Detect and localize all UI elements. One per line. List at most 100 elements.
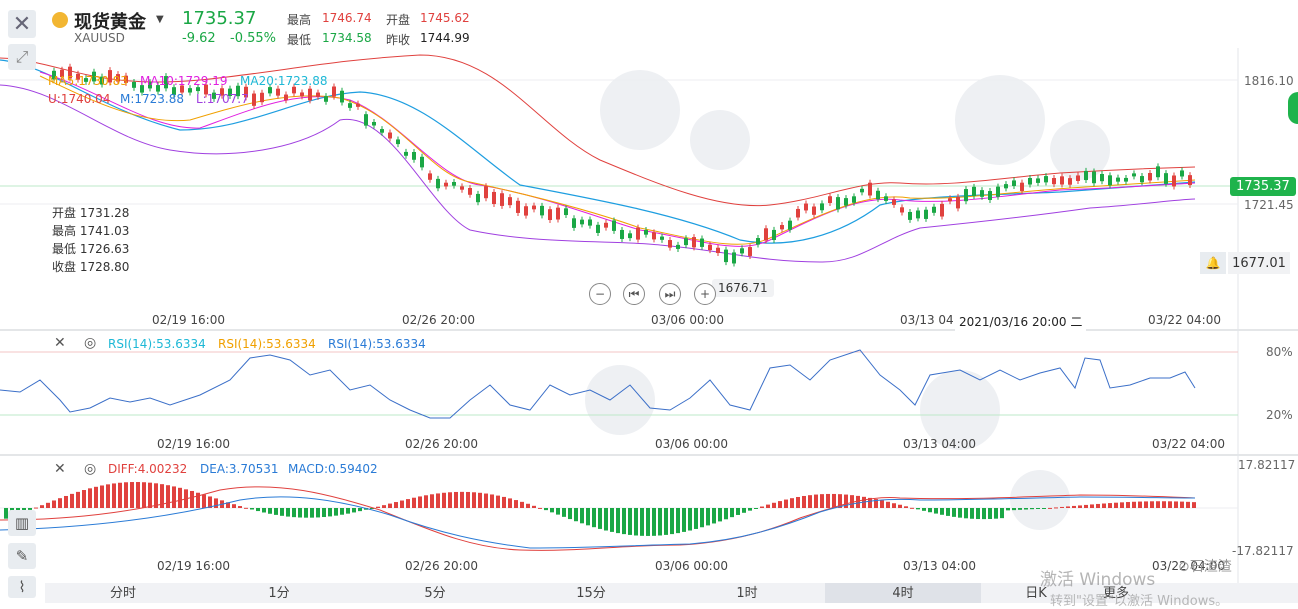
ohlc-open: 开盘 1731.28	[52, 206, 130, 220]
tab-period[interactable]: 1分	[268, 586, 290, 601]
macd-bar	[1174, 501, 1178, 508]
macd-bar	[646, 508, 650, 536]
collapse-arrows-icon[interactable]: ⤢	[8, 44, 36, 70]
macd-bar	[892, 503, 896, 508]
macd-bar	[724, 508, 728, 520]
candle	[76, 73, 80, 80]
indicator-icon[interactable]: ⌇	[8, 576, 36, 598]
rsi-x-label: 02/19 16:00	[157, 437, 230, 451]
candle	[636, 227, 640, 240]
alert-bell-icon[interactable]: 🔔	[1200, 252, 1226, 274]
candle	[164, 76, 168, 89]
macd-bar	[298, 508, 302, 518]
candle	[628, 233, 632, 239]
macd-bar	[574, 508, 578, 522]
close-icon[interactable]: ✕	[8, 10, 36, 38]
candle	[1188, 175, 1192, 186]
candle	[1180, 170, 1184, 177]
tab-period[interactable]: 5分	[424, 586, 446, 601]
tab-period-active[interactable]: 4时	[825, 583, 981, 603]
candle	[500, 193, 504, 206]
macd-bar	[868, 497, 872, 508]
tab-period[interactable]: 日K	[1025, 586, 1047, 601]
rsi-x-label: 03/13 04:00	[903, 437, 976, 451]
main-x-label: 02/19 16:00	[152, 313, 225, 327]
scroll-left-icon[interactable]: ⏮	[623, 283, 645, 305]
candle	[996, 186, 1000, 197]
macd-bar	[1090, 504, 1094, 508]
macd-bar	[730, 508, 734, 518]
pen-icon[interactable]: ✎	[8, 543, 36, 569]
candle	[868, 182, 872, 196]
candle	[212, 92, 216, 99]
candle	[420, 156, 424, 168]
macd-bar	[634, 508, 638, 536]
candle	[916, 210, 920, 219]
tab-period[interactable]: 15分	[576, 586, 606, 601]
macd-bar	[1018, 508, 1022, 510]
macd-bar	[718, 508, 722, 522]
macd-bar	[874, 499, 878, 508]
candle	[1068, 178, 1072, 185]
macd-bar	[838, 494, 842, 508]
candle	[412, 152, 416, 160]
macd-bar	[40, 505, 44, 508]
zoom-in-icon[interactable]: +	[694, 283, 716, 305]
side-handle[interactable]	[1288, 92, 1298, 124]
candle	[1132, 173, 1136, 177]
macd-bar	[880, 500, 884, 508]
settings-icon[interactable]: ◎	[84, 335, 97, 351]
zoom-out-icon[interactable]: −	[589, 283, 611, 305]
low-value: 1734.58	[322, 31, 372, 45]
macd-bar	[424, 495, 428, 508]
macd-bar	[1066, 506, 1070, 508]
rsi-x-label: 03/06 00:00	[655, 437, 728, 451]
ma5-legend: MA5:1730.83	[48, 74, 128, 88]
macd-bar	[1180, 501, 1184, 508]
tab-period[interactable]: 1时	[736, 586, 758, 601]
macd-bar	[802, 495, 806, 508]
candle	[612, 220, 616, 231]
macd-bar	[964, 508, 968, 519]
candle	[1156, 166, 1160, 178]
macd-bar	[292, 508, 296, 518]
candle	[580, 219, 584, 225]
macd-bar	[70, 493, 74, 508]
settings-icon[interactable]: ◎	[84, 461, 97, 477]
macd-bar	[310, 508, 314, 518]
macd-bar	[676, 508, 680, 534]
candle	[364, 114, 368, 126]
candle	[1092, 171, 1096, 184]
alert-value[interactable]: 1677.01	[1228, 252, 1290, 274]
boll-mid-legend: M:1723.88	[120, 92, 185, 106]
macd-bar	[208, 496, 212, 508]
macd-bar	[376, 506, 380, 508]
candle	[804, 203, 808, 211]
macd-bar	[106, 484, 110, 508]
gold-coin-icon	[52, 12, 68, 28]
macd-bar	[142, 482, 146, 508]
candle	[876, 190, 880, 200]
instrument-title[interactable]: 现货黄金	[74, 12, 146, 33]
close-pane-icon[interactable]: ✕	[54, 461, 66, 477]
candle	[604, 222, 608, 228]
tab-more[interactable]: 更多	[1102, 586, 1129, 601]
macd-bar	[982, 508, 986, 520]
dea-legend: DEA:3.70531	[200, 462, 279, 476]
macd-bar	[694, 508, 698, 529]
macd-bar	[1060, 506, 1064, 508]
high-value: 1746.74	[322, 11, 372, 25]
candle	[1100, 174, 1104, 182]
tab-period[interactable]: 分时	[109, 586, 136, 601]
macd-bar	[478, 492, 482, 508]
macd-bar	[658, 508, 662, 536]
macd-bar	[160, 484, 164, 508]
macd-bar	[898, 504, 902, 508]
scroll-right-icon[interactable]: ⏭	[659, 283, 681, 305]
macd-bar	[622, 508, 626, 535]
bar-chart-icon[interactable]: ▥	[8, 510, 36, 536]
close-pane-icon[interactable]: ✕	[54, 335, 66, 351]
caret-down-icon[interactable]: ▼	[156, 14, 164, 25]
macd-bar	[910, 507, 914, 509]
